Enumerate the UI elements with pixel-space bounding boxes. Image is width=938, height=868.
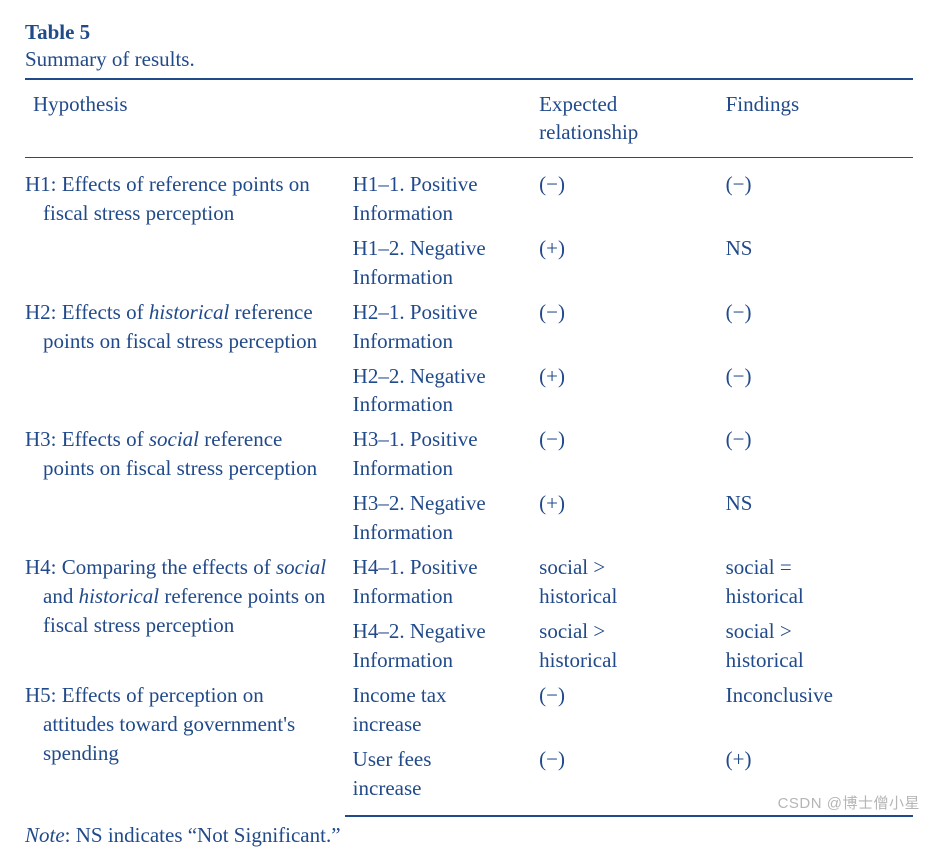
cell-expected: (−) bbox=[531, 678, 717, 742]
results-table: Hypothesis Expected relationship Finding… bbox=[25, 78, 913, 817]
table-row: H3: Effects of social reference points o… bbox=[25, 422, 913, 486]
cell-findings: (−) bbox=[718, 157, 913, 230]
cell-subhypothesis: H1–2. NegativeInformation bbox=[345, 231, 531, 295]
table-header-row: Hypothesis Expected relationship Finding… bbox=[25, 79, 913, 157]
cell-subhypothesis: H4–1. PositiveInformation bbox=[345, 550, 531, 614]
cell-expected: (+) bbox=[531, 486, 717, 550]
cell-subhypothesis: Income taxincrease bbox=[345, 678, 531, 742]
cell-subhypothesis: H1–1. PositiveInformation bbox=[345, 157, 531, 230]
table-row: H5: Effects of perception on attitudes t… bbox=[25, 678, 913, 742]
table-row: H2: Effects of historical reference poin… bbox=[25, 295, 913, 359]
table-row: H1: Effects of reference points on fisca… bbox=[25, 157, 913, 230]
col-hypothesis: Hypothesis bbox=[25, 79, 345, 157]
cell-hypothesis: H1: Effects of reference points on fisca… bbox=[25, 157, 345, 294]
watermark: CSDN @博士僧小星 bbox=[778, 792, 920, 813]
cell-findings: social >historical bbox=[718, 614, 913, 678]
cell-expected: (−) bbox=[531, 295, 717, 359]
cell-subhypothesis: H3–2. NegativeInformation bbox=[345, 486, 531, 550]
table-number: Table 5 bbox=[25, 20, 913, 45]
cell-subhypothesis: User feesincrease bbox=[345, 742, 531, 816]
cell-subhypothesis: H3–1. PositiveInformation bbox=[345, 422, 531, 486]
cell-expected: social >historical bbox=[531, 550, 717, 614]
cell-subhypothesis: H4–2. NegativeInformation bbox=[345, 614, 531, 678]
cell-expected: (−) bbox=[531, 422, 717, 486]
cell-expected: (+) bbox=[531, 231, 717, 295]
cell-findings: Inconclusive bbox=[718, 678, 913, 742]
col-expected: Expected relationship bbox=[531, 79, 717, 157]
cell-findings: social =historical bbox=[718, 550, 913, 614]
table-row: H4: Comparing the effects of social and … bbox=[25, 550, 913, 614]
table-caption: Summary of results. bbox=[25, 47, 913, 72]
cell-hypothesis: H5: Effects of perception on attitudes t… bbox=[25, 678, 345, 816]
cell-expected: social >historical bbox=[531, 614, 717, 678]
cell-expected: (+) bbox=[531, 359, 717, 423]
table-body: H1: Effects of reference points on fisca… bbox=[25, 157, 913, 816]
cell-hypothesis: H3: Effects of social reference points o… bbox=[25, 422, 345, 550]
col-sub bbox=[345, 79, 531, 157]
cell-expected: (−) bbox=[531, 157, 717, 230]
cell-findings: (−) bbox=[718, 359, 913, 423]
cell-findings: (−) bbox=[718, 295, 913, 359]
cell-findings: (−) bbox=[718, 422, 913, 486]
col-findings: Findings bbox=[718, 79, 913, 157]
cell-hypothesis: H2: Effects of historical reference poin… bbox=[25, 295, 345, 423]
cell-hypothesis: H4: Comparing the effects of social and … bbox=[25, 550, 345, 678]
cell-findings: NS bbox=[718, 486, 913, 550]
cell-subhypothesis: H2–1. PositiveInformation bbox=[345, 295, 531, 359]
cell-findings: NS bbox=[718, 231, 913, 295]
cell-subhypothesis: H2–2. NegativeInformation bbox=[345, 359, 531, 423]
cell-expected: (−) bbox=[531, 742, 717, 816]
